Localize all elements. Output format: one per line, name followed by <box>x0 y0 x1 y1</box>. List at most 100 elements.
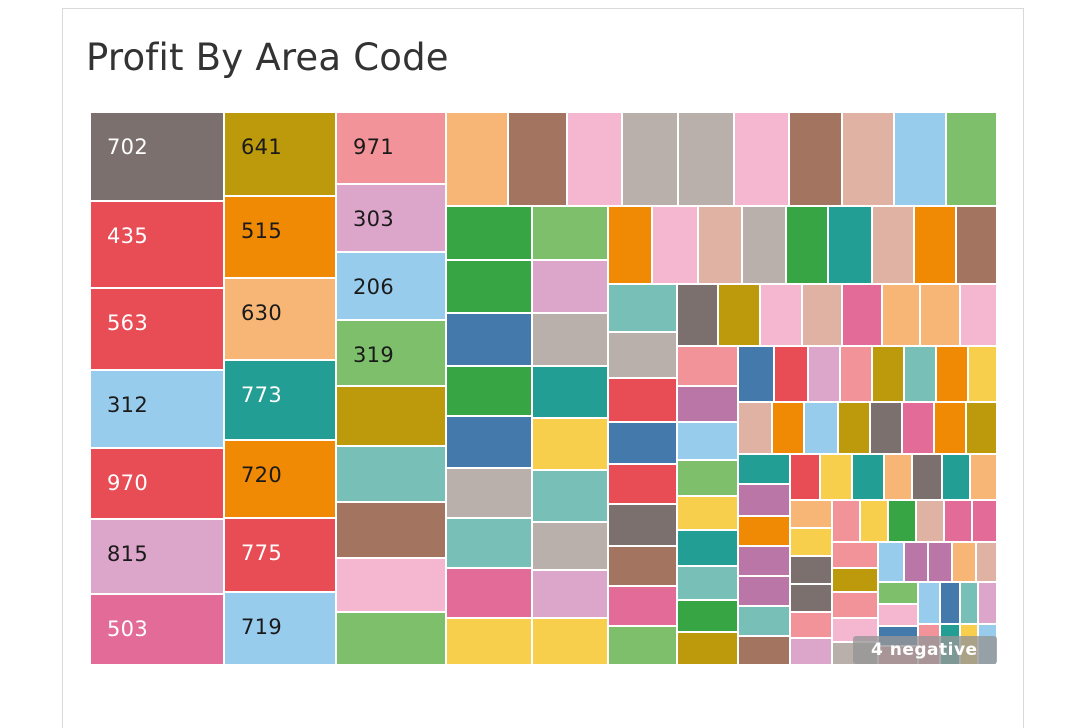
treemap-tile[interactable] <box>738 516 790 546</box>
treemap-tile[interactable] <box>608 422 677 464</box>
treemap-tile[interactable] <box>446 618 532 665</box>
treemap-tile[interactable] <box>790 612 832 638</box>
treemap-tile[interactable] <box>446 112 508 206</box>
treemap-tile[interactable] <box>738 546 790 576</box>
treemap-tile[interactable] <box>940 582 960 624</box>
treemap-tile[interactable] <box>446 206 532 260</box>
treemap-tile[interactable] <box>888 500 916 542</box>
treemap-tile[interactable] <box>608 586 677 626</box>
treemap-tile[interactable] <box>870 402 902 454</box>
treemap-tile[interactable] <box>789 112 842 206</box>
treemap-tile[interactable] <box>904 346 936 402</box>
treemap-tile[interactable] <box>446 518 532 568</box>
treemap-tile[interactable] <box>336 446 446 502</box>
treemap-tile[interactable] <box>446 313 532 366</box>
treemap-tile-971[interactable]: 971 <box>336 112 446 184</box>
treemap-tile-503[interactable]: 503 <box>90 594 224 665</box>
treemap-tile[interactable] <box>838 402 870 454</box>
treemap-tile[interactable] <box>508 112 567 206</box>
treemap-tile[interactable] <box>942 454 970 500</box>
treemap-tile[interactable] <box>608 546 677 586</box>
treemap-tile[interactable] <box>738 606 790 636</box>
treemap-tile[interactable] <box>804 402 838 454</box>
treemap-tile[interactable] <box>790 454 820 500</box>
treemap-tile[interactable] <box>677 422 738 460</box>
treemap-tile[interactable] <box>872 346 904 402</box>
treemap-tile[interactable] <box>678 112 734 206</box>
treemap-tile[interactable] <box>790 638 832 665</box>
treemap-tile[interactable] <box>972 500 997 542</box>
treemap-tile[interactable] <box>914 206 956 284</box>
treemap-tile[interactable] <box>760 284 802 346</box>
treemap-tile[interactable] <box>336 386 446 446</box>
treemap-tile[interactable] <box>786 206 828 284</box>
treemap-tile[interactable] <box>944 500 972 542</box>
treemap-tile[interactable] <box>677 530 738 566</box>
treemap-tile[interactable] <box>882 284 920 346</box>
treemap-tile[interactable] <box>790 584 832 612</box>
treemap-tile[interactable] <box>677 284 718 346</box>
treemap-tile[interactable] <box>742 206 786 284</box>
treemap-tile[interactable] <box>532 618 608 665</box>
treemap-tile[interactable] <box>918 582 940 624</box>
treemap-tile[interactable] <box>677 600 738 632</box>
treemap-tile[interactable] <box>840 346 872 402</box>
treemap-tile[interactable] <box>608 378 677 422</box>
treemap-tile[interactable] <box>934 402 966 454</box>
treemap-tile[interactable] <box>820 454 852 500</box>
treemap-tile[interactable] <box>734 112 789 206</box>
treemap-tile[interactable] <box>608 504 677 546</box>
treemap-tile[interactable] <box>960 582 978 624</box>
treemap-tile[interactable] <box>608 464 677 504</box>
treemap-tile[interactable] <box>772 402 804 454</box>
treemap-tile[interactable] <box>802 284 842 346</box>
treemap-tile[interactable] <box>738 484 790 516</box>
treemap-tile[interactable] <box>970 454 997 500</box>
treemap-tile[interactable] <box>936 346 968 402</box>
treemap-tile[interactable] <box>532 522 608 570</box>
treemap-tile-719[interactable]: 719 <box>224 592 336 665</box>
treemap-tile[interactable] <box>976 542 997 582</box>
treemap-tile[interactable] <box>902 402 934 454</box>
treemap-tile-630[interactable]: 630 <box>224 278 336 360</box>
treemap-tile[interactable] <box>336 612 446 665</box>
treemap-tile[interactable] <box>878 604 918 626</box>
treemap-tile[interactable] <box>960 284 997 346</box>
treemap-tile[interactable] <box>336 502 446 558</box>
treemap-tile[interactable] <box>446 568 532 618</box>
treemap-tile[interactable] <box>608 332 677 378</box>
treemap-tile[interactable] <box>336 558 446 612</box>
treemap-tile[interactable] <box>446 468 532 518</box>
treemap-tile[interactable] <box>677 496 738 530</box>
treemap-tile[interactable] <box>532 366 608 418</box>
treemap-tile[interactable] <box>832 568 878 592</box>
treemap-tile-319[interactable]: 319 <box>336 320 446 386</box>
treemap-tile[interactable] <box>872 206 914 284</box>
treemap-tile[interactable] <box>567 112 622 206</box>
treemap-tile[interactable] <box>446 260 532 313</box>
treemap-tile[interactable] <box>532 470 608 522</box>
treemap-tile-312[interactable]: 312 <box>90 370 224 448</box>
treemap-tile[interactable] <box>738 402 772 454</box>
treemap-tile[interactable] <box>894 112 946 206</box>
treemap-tile[interactable] <box>608 626 677 665</box>
treemap-tile[interactable] <box>842 284 882 346</box>
treemap-tile[interactable] <box>718 284 760 346</box>
treemap-tile[interactable] <box>652 206 698 284</box>
treemap-tile[interactable] <box>952 542 976 582</box>
treemap-tile[interactable] <box>968 346 997 402</box>
treemap-tile[interactable] <box>790 528 832 556</box>
treemap-tile[interactable] <box>878 542 904 582</box>
treemap-tile-773[interactable]: 773 <box>224 360 336 440</box>
treemap-tile[interactable] <box>677 460 738 496</box>
treemap-tile[interactable] <box>608 206 652 284</box>
treemap-tile[interactable] <box>956 206 997 284</box>
treemap-tile[interactable] <box>920 284 960 346</box>
treemap-tile[interactable] <box>738 576 790 606</box>
treemap-tile[interactable] <box>532 418 608 470</box>
treemap-tile-702[interactable]: 702 <box>90 112 224 201</box>
treemap-tile[interactable] <box>912 454 942 500</box>
treemap-tile-563[interactable]: 563 <box>90 288 224 370</box>
treemap-tile[interactable] <box>738 636 790 665</box>
treemap-tile[interactable] <box>860 500 888 542</box>
